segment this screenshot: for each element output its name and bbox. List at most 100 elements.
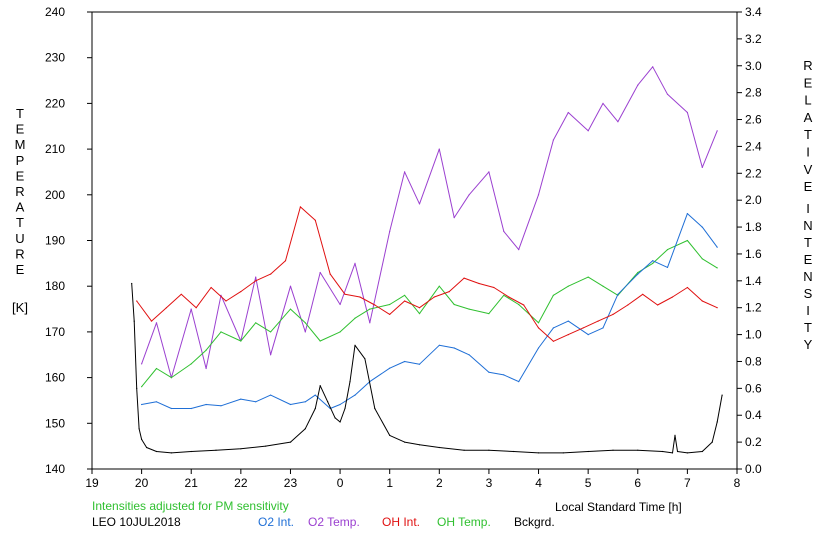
data-point-oh-temp (438, 285, 440, 287)
data-point-oh-int (478, 282, 480, 285)
series-line-bckgrd (131, 283, 723, 454)
left-axis-letter: E (16, 168, 25, 183)
data-point-oh-temp (552, 294, 555, 296)
sensitivity-note: Intensities adjusted for PM sensitivity (92, 499, 289, 513)
x-tick-label: 23 (284, 476, 298, 490)
right-tick-label: 2.6 (745, 113, 762, 127)
data-point-bckgrd (463, 449, 465, 451)
x-axis-label: Local Standard Time [h] (555, 500, 682, 514)
right-tick-label: 1.2 (745, 301, 762, 315)
x-tick-label: 5 (585, 476, 592, 490)
data-point-oh-int (180, 293, 182, 295)
data-point-oh-int (493, 286, 495, 289)
data-point-oh-temp (652, 262, 654, 264)
data-point-o2-temp (438, 148, 440, 150)
data-point-o2-int (652, 260, 654, 262)
data-point-o2-temp (369, 322, 371, 324)
data-point-oh-int (210, 286, 212, 289)
right-tick-label: 0.4 (745, 408, 762, 422)
data-point-oh-int (716, 307, 718, 309)
data-point-o2-temp (518, 249, 520, 251)
data-point-bckgrd (711, 441, 713, 443)
data-point-o2-int (205, 403, 207, 406)
left-axis-letter: A (16, 200, 25, 215)
left-axis-letter: T (16, 106, 24, 121)
left-tick-label: 160 (45, 371, 65, 385)
data-point-oh-temp (404, 294, 406, 296)
data-point-oh-int (642, 293, 644, 295)
data-point-oh-int (374, 304, 376, 306)
data-point-o2-int (141, 403, 143, 406)
data-point-o2-temp (602, 102, 604, 104)
data-point-oh-int (329, 273, 331, 275)
data-point-bckgrd (587, 450, 589, 453)
right-tick-label: 1.6 (745, 247, 762, 261)
data-point-oh-temp (255, 322, 257, 324)
x-tick-label: 7 (684, 476, 691, 490)
right-tick-label: 1.8 (745, 220, 762, 234)
data-point-oh-int (612, 313, 614, 315)
data-point-bckgrd (146, 446, 148, 449)
right-axis-letter: T (804, 127, 812, 142)
data-point-o2-temp (289, 285, 292, 287)
left-tick-label: 220 (45, 96, 65, 110)
data-point-bckgrd (141, 438, 143, 440)
legend-o2-temp: O2 Temp. (308, 515, 360, 529)
data-point-oh-int (686, 286, 689, 289)
x-tick-label: 2 (436, 476, 443, 490)
data-point-o2-int (666, 266, 669, 268)
left-axis-letter: R (15, 246, 24, 261)
right-axis-letter: I (806, 303, 810, 318)
right-axis-letter: S (804, 286, 813, 301)
x-tick-label: 4 (535, 476, 542, 490)
data-point-o2-temp (255, 276, 257, 278)
x-tick-label: 19 (85, 476, 99, 490)
data-point-bckgrd (676, 450, 679, 453)
data-point-oh-temp (518, 303, 520, 306)
data-point-o2-int (404, 360, 406, 363)
data-point-o2-temp (304, 331, 306, 333)
data-point-oh-int (270, 273, 272, 275)
data-point-bckgrd (314, 407, 316, 410)
data-point-oh-temp (637, 271, 639, 274)
data-point-o2-temp (637, 84, 639, 86)
data-point-oh-int (627, 304, 629, 306)
data-point-oh-temp (339, 331, 341, 333)
data-point-o2-temp (190, 308, 192, 310)
data-point-oh-int (314, 219, 316, 221)
right-tick-label: 2.0 (745, 193, 762, 207)
data-point-o2-int (503, 374, 505, 376)
data-point-o2-temp (270, 354, 272, 356)
data-point-oh-int (537, 327, 540, 329)
data-point-o2-int (488, 371, 490, 373)
data-point-o2-int (289, 403, 292, 406)
data-point-oh-int (150, 320, 153, 322)
data-point-o2-temp (205, 367, 207, 370)
data-point-bckgrd (671, 452, 674, 454)
left-axis-letter: P (16, 153, 25, 168)
x-tick-label: 8 (734, 476, 741, 490)
data-point-bckgrd (418, 444, 421, 446)
data-point-o2-int (240, 398, 242, 400)
data-point-o2-temp (503, 230, 505, 232)
data-point-oh-temp (304, 322, 306, 324)
left-tick-label: 150 (45, 416, 65, 430)
legend-o2-int: O2 Int. (258, 515, 294, 529)
data-point-o2-int (438, 344, 440, 346)
data-point-oh-int (284, 260, 287, 262)
left-axis-letter: E (16, 122, 25, 137)
data-point-bckgrd (136, 387, 138, 389)
data-point-bckgrd (215, 449, 217, 451)
right-tick-label: 2.4 (745, 139, 762, 153)
series-line-oh-int (136, 206, 718, 342)
data-point-oh-int (299, 206, 301, 208)
data-point-oh-int (582, 327, 584, 329)
data-point-o2-temp (652, 66, 654, 68)
data-point-o2-int (602, 327, 604, 329)
x-tick-label: 6 (634, 476, 641, 490)
data-point-o2-temp (701, 166, 703, 168)
data-point-oh-temp (488, 313, 490, 315)
